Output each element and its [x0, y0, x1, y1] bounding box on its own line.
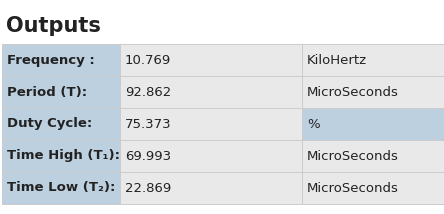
- Text: 75.373: 75.373: [125, 117, 172, 131]
- Text: MicroSeconds: MicroSeconds: [307, 150, 399, 162]
- Text: %: %: [307, 117, 320, 131]
- Text: Time High (T₁):: Time High (T₁):: [7, 150, 120, 162]
- Bar: [302, 108, 444, 140]
- Bar: [302, 76, 444, 108]
- Bar: [120, 44, 302, 76]
- Bar: [2, 108, 120, 140]
- Bar: [2, 76, 120, 108]
- Bar: [2, 172, 120, 204]
- Bar: [302, 172, 444, 204]
- Text: 10.769: 10.769: [125, 54, 171, 67]
- Text: MicroSeconds: MicroSeconds: [307, 86, 399, 98]
- Text: 22.869: 22.869: [125, 181, 171, 195]
- Bar: [302, 140, 444, 172]
- Text: KiloHertz: KiloHertz: [307, 54, 367, 67]
- Bar: [120, 172, 302, 204]
- Text: Frequency :: Frequency :: [7, 54, 95, 67]
- Bar: [2, 140, 120, 172]
- Text: 92.862: 92.862: [125, 86, 171, 98]
- Bar: [120, 108, 302, 140]
- Text: 69.993: 69.993: [125, 150, 171, 162]
- Bar: [302, 44, 444, 76]
- Text: Duty Cycle:: Duty Cycle:: [7, 117, 92, 131]
- Bar: [120, 140, 302, 172]
- Bar: [120, 76, 302, 108]
- Text: Time Low (T₂):: Time Low (T₂):: [7, 181, 115, 195]
- Text: Outputs: Outputs: [6, 16, 101, 36]
- Bar: [2, 44, 120, 76]
- Text: Period (T):: Period (T):: [7, 86, 87, 98]
- Text: MicroSeconds: MicroSeconds: [307, 181, 399, 195]
